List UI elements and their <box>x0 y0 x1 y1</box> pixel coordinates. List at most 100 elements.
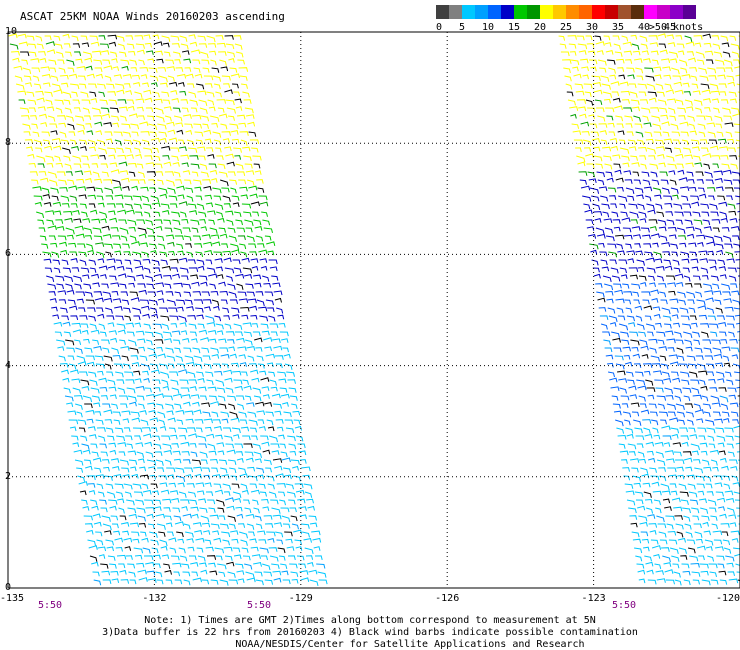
wind-barb <box>188 147 198 153</box>
wind-barb <box>692 394 702 400</box>
wind-barb <box>186 195 194 202</box>
wind-barb <box>590 131 600 137</box>
wind-barb <box>27 43 37 49</box>
wind-barb <box>45 99 53 106</box>
wind-barb <box>134 265 144 271</box>
wind-barb <box>263 282 272 288</box>
wind-barb <box>669 115 677 121</box>
wind-barb <box>41 73 51 79</box>
wind-barb <box>699 379 706 386</box>
wind-barb <box>289 507 297 513</box>
wind-barb <box>130 355 139 360</box>
wind-barb <box>86 186 96 192</box>
wind-barb <box>125 379 135 384</box>
wind-barb <box>218 515 226 521</box>
wind-barb <box>270 499 279 505</box>
wind-barb <box>166 179 175 187</box>
wind-barb <box>689 434 698 439</box>
wind-barb <box>650 107 660 112</box>
wind-barb <box>618 443 626 449</box>
wind-barb <box>119 395 129 401</box>
wind-barb <box>212 363 222 369</box>
wind-barb <box>194 73 203 79</box>
wind-barb <box>229 411 238 419</box>
wind-barb <box>706 307 715 314</box>
wind-barb <box>230 73 240 79</box>
wind-barb <box>151 369 160 375</box>
wind-barb <box>722 107 731 114</box>
wind-barb <box>148 123 158 131</box>
wind-barb <box>116 554 127 560</box>
wind-barb <box>123 483 133 490</box>
wind-barb <box>589 243 599 250</box>
wind-barb <box>224 555 233 561</box>
wind-barb <box>726 138 735 144</box>
wind-barb <box>662 131 670 137</box>
wind-barb <box>306 498 314 504</box>
wind-barb <box>713 51 723 58</box>
wind-barb <box>710 515 718 521</box>
wind-barb <box>46 106 55 112</box>
wind-barb <box>584 91 592 97</box>
wind-barb <box>117 442 127 447</box>
wind-barb <box>115 83 125 90</box>
wind-barb <box>241 489 249 495</box>
wind-barb <box>626 433 634 439</box>
wind-barb <box>176 363 186 369</box>
wind-barb <box>132 307 142 314</box>
wind-barb <box>650 50 659 56</box>
wind-barb <box>688 371 698 378</box>
wind-barb <box>224 323 232 330</box>
wind-barb <box>691 83 699 89</box>
wind-barb <box>149 417 159 423</box>
wind-barb <box>68 73 78 79</box>
wind-barb <box>676 347 684 354</box>
wind-barb <box>201 59 210 65</box>
wind-barb <box>177 139 185 145</box>
wind-barb <box>599 315 609 321</box>
wind-barb <box>724 306 734 312</box>
wind-barb <box>253 395 262 402</box>
wind-barb <box>152 435 161 441</box>
wind-barb <box>720 99 729 104</box>
wind-barb <box>660 299 668 305</box>
colorbar-label: 5 <box>458 22 466 33</box>
wind-barb <box>192 59 201 65</box>
wind-barb <box>172 161 180 167</box>
wind-barb <box>706 491 714 496</box>
wind-barb <box>203 363 212 369</box>
wind-barb <box>233 35 242 40</box>
wind-barb <box>124 546 132 551</box>
wind-barb <box>182 170 191 175</box>
wind-barb <box>158 187 168 194</box>
wind-barb <box>649 347 657 354</box>
x-tick-label: -123 <box>581 593 606 604</box>
wind-barb <box>577 161 586 167</box>
wind-barb <box>54 331 63 337</box>
wind-barb <box>101 339 110 345</box>
wind-barb <box>309 522 318 528</box>
wind-barb <box>266 362 274 368</box>
wind-barb <box>90 499 98 506</box>
wind-barb <box>251 377 260 383</box>
wind-barb <box>597 59 607 66</box>
wind-barb <box>32 186 42 191</box>
wind-barb <box>98 265 108 271</box>
wind-barb <box>676 163 684 169</box>
wind-barb <box>82 51 93 59</box>
wind-barb <box>214 489 224 495</box>
wind-barb <box>63 387 71 394</box>
wind-barb <box>563 67 571 74</box>
wind-barb <box>665 211 674 216</box>
wind-barb <box>664 265 673 271</box>
wind-barb <box>201 234 211 239</box>
wind-barb <box>88 315 96 322</box>
wind-barb <box>298 506 307 511</box>
x-tick-label: -129 <box>288 593 313 604</box>
wind-barb <box>188 323 197 330</box>
wind-barb <box>713 539 723 545</box>
wind-barb <box>17 90 27 96</box>
wind-barb <box>221 363 229 369</box>
wind-barb <box>195 537 205 543</box>
wind-barb <box>124 203 133 210</box>
